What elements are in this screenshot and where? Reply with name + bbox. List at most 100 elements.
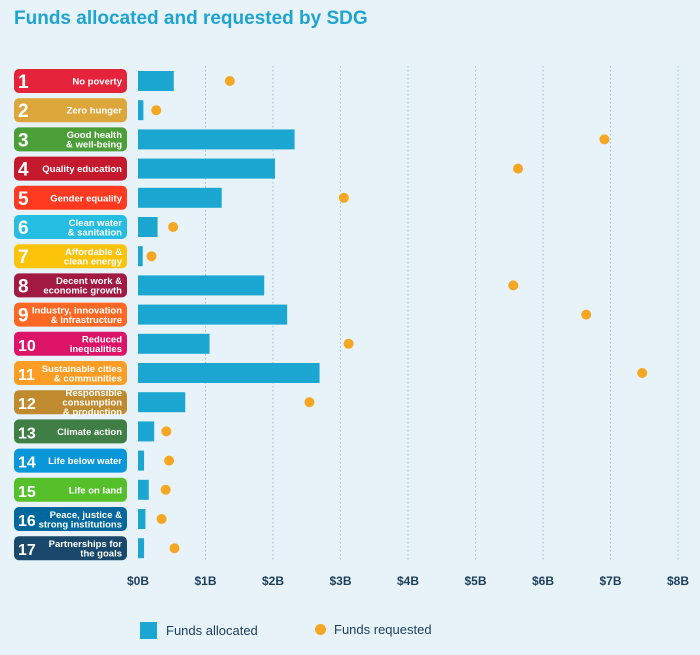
sdg-badge [14,215,127,239]
sdg-label: Partnerships for [49,539,123,550]
requested-dot [169,543,180,554]
sdg-label: & production [63,407,122,418]
sdg-number: 12 [18,396,36,413]
sdg-badge [14,156,127,181]
sdg-number: 11 [18,367,35,384]
sdg-label: Reduced [82,335,122,346]
allocated-bar [138,246,143,267]
sdg-number: 3 [18,130,29,151]
sdg-label: Responsible [66,388,123,399]
requested-dot [338,192,349,203]
sdg-number: 2 [18,101,29,122]
sdg-badge [14,331,127,356]
sdg-label: Affordable & [65,247,122,258]
requested-dot [581,309,592,320]
sdg-label: No poverty [72,77,122,88]
allocated-bar [138,304,288,325]
sdg-label: Climate action [57,427,122,438]
sdg-label: the goals [80,548,122,559]
sdg-badge [14,302,127,327]
requested-dot [168,222,179,232]
requested-dot [160,484,171,495]
x-tick-label: $3B [329,574,351,588]
x-tick-label: $1B [194,574,216,588]
sdg-number: 15 [18,484,36,501]
sdg-label: Sustainable cities [42,364,122,375]
sdg-number: 7 [18,247,29,268]
requested-dot [513,163,524,174]
allocated-bar [138,187,222,208]
sdg-badge [14,448,127,473]
x-tick-label: $5B [464,574,486,588]
sdg-number: 4 [18,160,29,181]
allocated-bar [138,333,210,354]
allocated-bar [138,158,276,179]
sdg-badge [14,390,127,415]
sdg-label: & well-being [66,140,122,151]
sdg-badge [14,419,127,444]
allocated-bar [138,392,186,413]
sdg-badge [14,98,127,123]
requested-dot [164,455,175,466]
sdg-badge [14,69,127,93]
sdg-badge [14,361,127,385]
sdg-label: inequalities [70,344,122,355]
sdg-number: 14 [18,455,36,472]
sdg-label: Gender equality [50,193,123,204]
legend-item-requested: Funds requested [315,622,432,637]
x-tick-label: $7B [599,574,621,588]
sdg-label: Clean water [69,218,123,229]
sdg-label: Zero hunger [67,106,123,117]
sdg-label: economic growth [43,286,122,297]
sdg-label: & communities [54,373,122,384]
allocated-bar [138,363,320,383]
x-tick-label: $2B [262,574,284,588]
sdg-badge [14,536,127,561]
allocated-bar [138,450,145,471]
allocated-bar [138,129,295,150]
allocated-bar [138,275,265,296]
sdg-number: 1 [18,72,29,93]
legend-label-allocated: Funds allocated [166,623,258,638]
requested-dot [151,105,162,116]
allocated-bar [138,538,145,559]
sdg-label: Peace, justice & [50,510,122,521]
sdg-label: Life on land [69,485,123,496]
requested-dot [343,338,354,349]
legend-bar-swatch [140,622,157,639]
sdg-number: 17 [18,542,36,559]
allocated-bar [138,71,174,91]
sdg-number: 16 [18,513,36,530]
requested-dot [637,368,648,378]
sdg-number: 10 [18,338,36,355]
sdg-badge [14,127,127,152]
sdg-badge [14,273,127,298]
sdg-label: Industry, innovation [32,305,122,316]
requested-dot [224,76,235,86]
sdg-label: Life below water [48,456,122,467]
chart-title: Funds allocated and requested by SDG [14,8,368,29]
sdg-badge [14,507,127,531]
x-tick-label: $8B [667,574,689,588]
requested-dot [304,397,315,408]
legend-label-requested: Funds requested [334,622,432,637]
sdg-number: 9 [18,306,29,327]
requested-dot [156,514,167,524]
sdg-number: 6 [18,218,29,239]
allocated-bar [138,421,155,442]
allocated-bar [138,509,146,529]
x-tick-label: $6B [532,574,554,588]
allocated-bar [138,479,149,500]
allocated-bar [138,217,158,237]
sdg-label: & infrastructure [51,315,122,326]
legend-dot-swatch [315,624,326,635]
sdg-badge [14,244,127,269]
requested-dot [508,280,519,291]
sdg-label: Decent work & [56,276,122,287]
requested-dot [161,426,172,437]
sdg-number: 5 [18,189,29,210]
sdg-label: & sanitation [68,227,123,238]
sdg-label: Good health [67,130,123,141]
sdg-label: clean energy [64,256,123,267]
